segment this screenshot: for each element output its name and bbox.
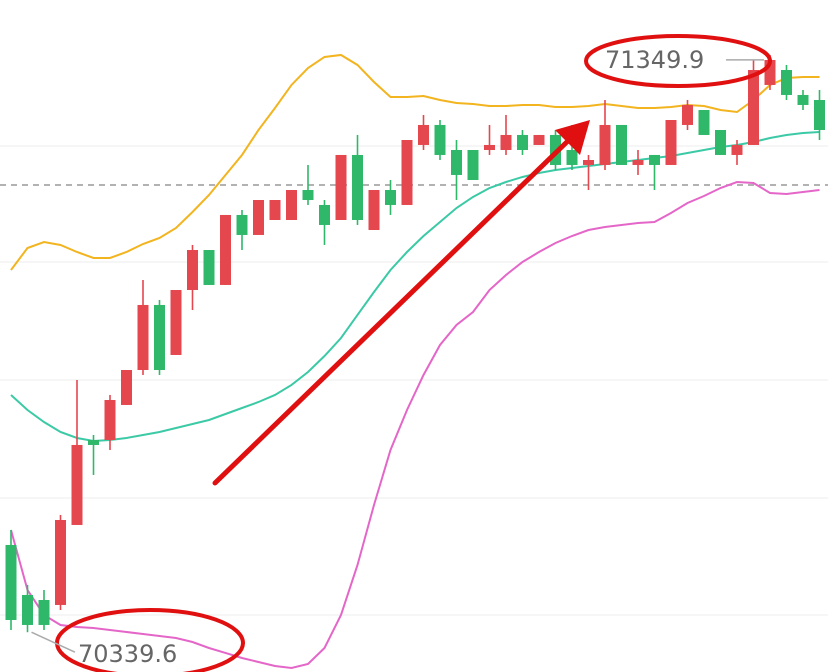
candle-body (253, 200, 264, 235)
candle-body (352, 154, 363, 220)
candle-body (599, 124, 611, 165)
trend-arrow (212, 134, 575, 486)
candle-body (566, 150, 578, 165)
candle-body (38, 600, 50, 625)
leader-line (31, 631, 76, 653)
candle-body (302, 190, 314, 200)
candle-body (698, 110, 710, 135)
candle-body (533, 134, 545, 145)
candle-body (715, 130, 726, 155)
candle-body (170, 290, 182, 355)
band-line (10, 180, 820, 670)
candle-body (22, 594, 33, 625)
candle-body (682, 104, 693, 125)
candle-body (649, 154, 660, 165)
candle-body (500, 134, 512, 150)
candle-body (71, 444, 83, 525)
high-label: 71349.9 (605, 46, 704, 74)
highlight-ellipse (584, 34, 772, 88)
candle-body (269, 200, 281, 220)
candle-body (236, 214, 248, 235)
candle-body (187, 250, 198, 290)
low-label: 70339.6 (78, 640, 177, 668)
candle-body (434, 124, 446, 155)
annotations: 71349.9 70339.6 (31, 34, 772, 672)
plot (0, 53, 828, 670)
candle-body (748, 70, 759, 145)
candle-body (797, 94, 809, 105)
candle-body (632, 160, 644, 165)
candle-body (731, 144, 743, 155)
candle-body (319, 204, 330, 225)
candle-body (368, 190, 380, 230)
candle-body (665, 120, 677, 165)
candle-body (220, 214, 231, 285)
arrow-head (555, 120, 590, 155)
candle-body (781, 70, 792, 95)
band-line (10, 131, 820, 442)
candle-body (418, 124, 429, 145)
candle-body (88, 440, 99, 445)
candle-body (401, 140, 413, 205)
candle-body (286, 190, 297, 220)
candle-body (335, 154, 347, 220)
candle-body (484, 144, 495, 150)
candle-body (154, 304, 165, 370)
highlight-ellipse (55, 608, 245, 672)
candle-body (616, 124, 627, 165)
candle-body (121, 370, 132, 405)
candle-body (467, 150, 479, 180)
candle-body (385, 190, 396, 205)
candle-body (104, 400, 116, 440)
candle-body (764, 60, 776, 85)
grid (0, 145, 828, 616)
candle-body (137, 304, 149, 370)
candle-body (55, 520, 66, 605)
candle-body (451, 150, 462, 175)
candle-body (814, 100, 825, 130)
candle-body (5, 544, 17, 620)
candle-body (203, 250, 215, 285)
candle-body (583, 160, 594, 165)
candle-body (517, 134, 528, 150)
